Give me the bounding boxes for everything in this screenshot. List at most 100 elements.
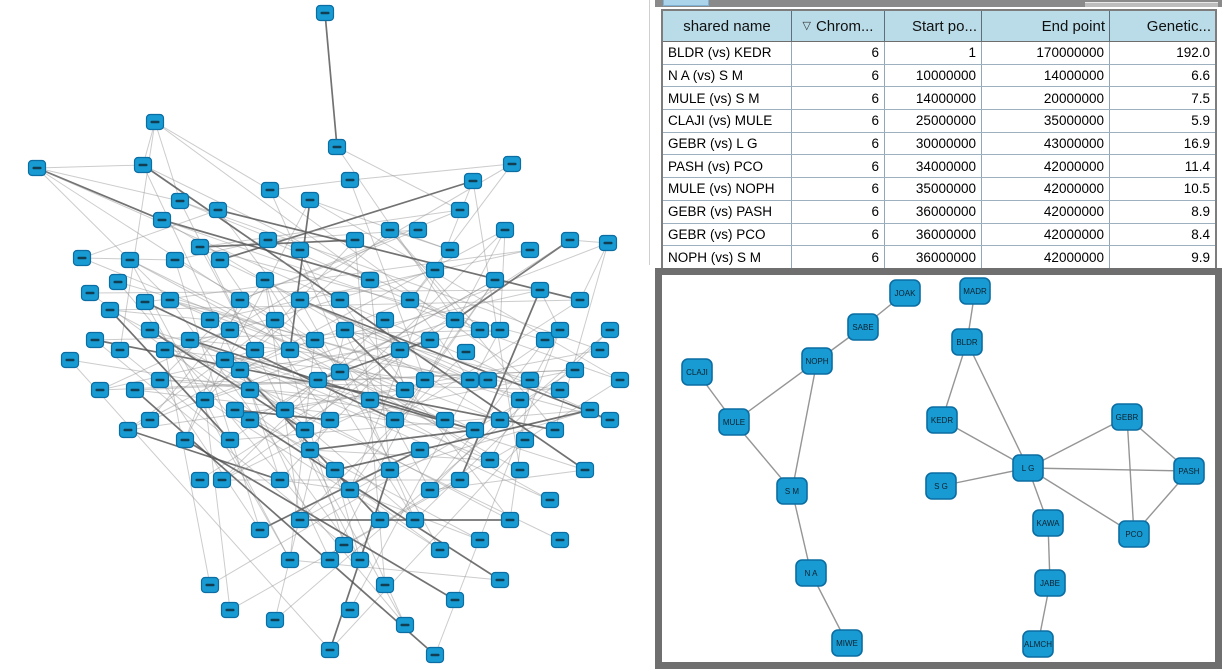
- graph-node[interactable]: [380, 461, 400, 479]
- graph-node[interactable]: [230, 361, 250, 379]
- graph-node[interactable]: [300, 191, 320, 209]
- table-row[interactable]: GEBR (vs) PASH 6 36000000 42000000 8.9: [663, 199, 1215, 223]
- table-row[interactable]: MULE (vs) NOPH 6 35000000 42000000 10.5: [663, 177, 1215, 200]
- graph-node[interactable]: [80, 284, 100, 302]
- graph-node[interactable]: [110, 341, 130, 359]
- graph-node[interactable]: GEBR: [1111, 403, 1143, 431]
- graph-node[interactable]: [550, 381, 570, 399]
- graph-node[interactable]: [280, 551, 300, 569]
- graph-node[interactable]: CLAJI: [681, 358, 713, 386]
- graph-node[interactable]: [108, 273, 128, 291]
- graph-node[interactable]: [210, 251, 230, 269]
- graph-node[interactable]: BLDR: [951, 328, 983, 356]
- graph-node[interactable]: [220, 321, 240, 339]
- graph-node[interactable]: [470, 531, 490, 549]
- graph-node[interactable]: [460, 371, 480, 389]
- graph-node[interactable]: [290, 291, 310, 309]
- table-row[interactable]: PASH (vs) PCO 6 34000000 42000000 11.4: [663, 154, 1215, 178]
- graph-node[interactable]: [425, 646, 445, 664]
- graph-node[interactable]: [327, 138, 347, 156]
- graph-node[interactable]: [270, 471, 290, 489]
- graph-node[interactable]: [220, 601, 240, 619]
- graph-node[interactable]: PASH: [1173, 457, 1205, 485]
- graph-node[interactable]: [480, 451, 500, 469]
- graph-node[interactable]: [330, 291, 350, 309]
- table-row[interactable]: GEBR (vs) L G 6 30000000 43000000 16.9: [663, 131, 1215, 155]
- graph-node[interactable]: [200, 576, 220, 594]
- graph-node[interactable]: [295, 421, 315, 439]
- graph-node[interactable]: [545, 421, 565, 439]
- graph-edge[interactable]: [1027, 467, 1135, 535]
- graph-node[interactable]: [425, 261, 445, 279]
- graph-node[interactable]: [305, 331, 325, 349]
- graph-node[interactable]: [510, 391, 530, 409]
- graph-edge[interactable]: [1126, 416, 1135, 535]
- graph-node[interactable]: [120, 251, 140, 269]
- graph-node[interactable]: [550, 321, 570, 339]
- graph-node[interactable]: KEDR: [926, 406, 958, 434]
- graph-node[interactable]: [265, 311, 285, 329]
- graph-node[interactable]: [85, 331, 105, 349]
- graph-node[interactable]: S G: [925, 472, 957, 500]
- graph-node[interactable]: [598, 234, 618, 252]
- graph-node[interactable]: [515, 431, 535, 449]
- graph-node[interactable]: [565, 361, 585, 379]
- graph-node[interactable]: [550, 531, 570, 549]
- graph-node[interactable]: [435, 411, 455, 429]
- graph-node[interactable]: [450, 471, 470, 489]
- graph-node[interactable]: [430, 541, 450, 559]
- graph-node[interactable]: [225, 401, 245, 419]
- graph-node[interactable]: [245, 341, 265, 359]
- graph-node[interactable]: [320, 641, 340, 659]
- network-overview-panel[interactable]: [0, 0, 648, 669]
- graph-node[interactable]: [520, 371, 540, 389]
- graph-node[interactable]: [478, 371, 498, 389]
- graph-node[interactable]: [420, 481, 440, 499]
- graph-node[interactable]: MADR: [959, 277, 991, 305]
- scrollbar-tab[interactable]: [663, 0, 709, 6]
- graph-node[interactable]: [175, 431, 195, 449]
- graph-node[interactable]: [150, 371, 170, 389]
- subnetwork-canvas[interactable]: JOAK MADR SABE BLDR NOPH CLAJI KEDR GEBR MULE L G…: [662, 275, 1215, 662]
- graph-node[interactable]: [145, 113, 165, 131]
- graph-node[interactable]: [490, 411, 510, 429]
- graph-node[interactable]: JOAK: [889, 279, 921, 307]
- graph-node[interactable]: [290, 241, 310, 259]
- table-row[interactable]: GEBR (vs) PCO 6 36000000 42000000 8.4: [663, 222, 1215, 246]
- graph-node[interactable]: [410, 441, 430, 459]
- graph-node[interactable]: [280, 341, 300, 359]
- graph-node[interactable]: [510, 461, 530, 479]
- graph-node[interactable]: [415, 371, 435, 389]
- graph-node[interactable]: [240, 411, 260, 429]
- graph-edge[interactable]: [1027, 416, 1128, 469]
- graph-node[interactable]: [265, 611, 285, 629]
- graph-node[interactable]: [220, 431, 240, 449]
- graph-node[interactable]: [320, 411, 340, 429]
- graph-node[interactable]: [360, 391, 380, 409]
- column-header-chromosome[interactable]: ▽ Chrom...: [792, 11, 885, 41]
- graph-node[interactable]: [215, 351, 235, 369]
- graph-node[interactable]: [380, 221, 400, 239]
- graph-node[interactable]: [275, 401, 295, 419]
- graph-node[interactable]: [315, 4, 335, 22]
- graph-node[interactable]: [405, 511, 425, 529]
- graph-node[interactable]: [190, 471, 210, 489]
- graph-node[interactable]: [570, 291, 590, 309]
- graph-node[interactable]: [250, 521, 270, 539]
- graph-node[interactable]: [490, 321, 510, 339]
- graph-node[interactable]: [345, 231, 365, 249]
- graph-node[interactable]: [490, 571, 510, 589]
- graph-node[interactable]: [560, 231, 580, 249]
- graph-node[interactable]: [420, 331, 440, 349]
- graph-node[interactable]: [72, 249, 92, 267]
- graph-node[interactable]: [170, 192, 190, 210]
- graph-node[interactable]: [60, 351, 80, 369]
- graph-node[interactable]: [456, 343, 476, 361]
- graph-node[interactable]: [470, 321, 490, 339]
- column-header-start-position[interactable]: Start po...: [885, 11, 982, 41]
- graph-node[interactable]: [370, 511, 390, 529]
- graph-node[interactable]: [590, 341, 610, 359]
- graph-node[interactable]: [180, 331, 200, 349]
- subnetwork-panel[interactable]: JOAK MADR SABE BLDR NOPH CLAJI KEDR GEBR MULE L G…: [655, 268, 1222, 669]
- graph-node[interactable]: [575, 461, 595, 479]
